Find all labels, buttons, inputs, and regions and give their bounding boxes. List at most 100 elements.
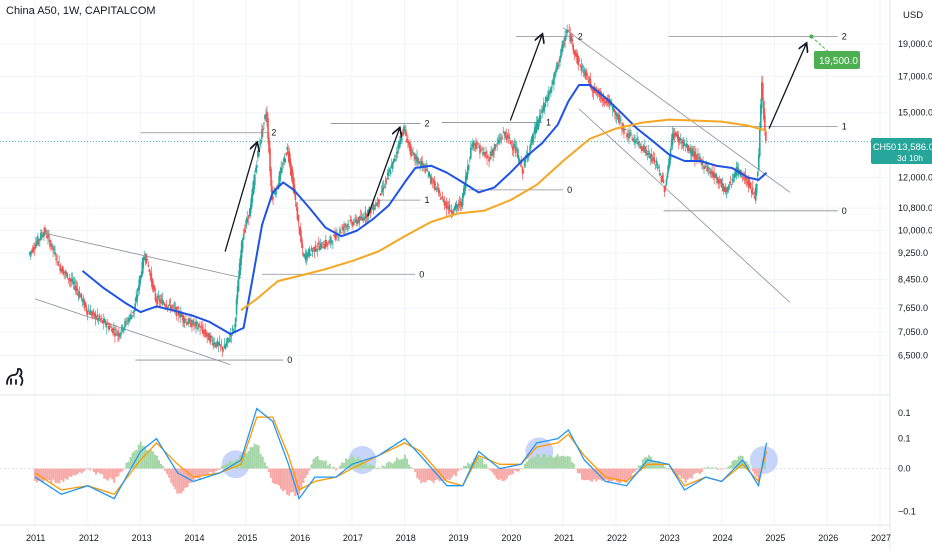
candle-body xyxy=(644,147,647,150)
candle-body xyxy=(278,175,280,185)
histogram-bar xyxy=(546,457,549,469)
histogram-bar xyxy=(704,468,707,469)
candle-body xyxy=(682,142,685,147)
candle-body xyxy=(634,140,636,143)
histogram-bar xyxy=(686,468,689,480)
histogram-bar xyxy=(137,444,140,469)
histogram-bar xyxy=(755,468,758,477)
candle-body xyxy=(699,156,701,160)
histogram-bar xyxy=(78,468,81,473)
price-axis[interactable]: 19,000.0 17,000.0 15,000.0 12,000.0 10,800.0… xyxy=(898,39,932,360)
candle-body xyxy=(503,132,506,135)
histogram-bar xyxy=(164,468,167,471)
candle-body xyxy=(303,254,306,257)
x-tick-label: 2014 xyxy=(184,533,204,543)
candle-body xyxy=(339,228,341,233)
histogram-bar xyxy=(747,464,750,469)
histogram-bar xyxy=(322,461,325,469)
candle-body xyxy=(736,167,739,171)
candle-body xyxy=(325,240,327,247)
histogram-bar xyxy=(741,456,744,469)
histogram-bar xyxy=(611,468,614,482)
candle-body xyxy=(446,205,449,207)
candle-body xyxy=(68,278,71,280)
candle-body xyxy=(636,138,638,140)
candle-body xyxy=(697,154,699,155)
histogram-bar xyxy=(84,468,87,470)
histogram-bar xyxy=(200,468,203,476)
candle-body xyxy=(84,302,87,307)
candle-body xyxy=(684,145,687,147)
histogram-bar xyxy=(198,468,201,481)
candle-body xyxy=(371,208,374,210)
time-axis[interactable]: 2011 2012 2013 2014 2015 2016 2017 2018 2019 2020… xyxy=(26,533,891,543)
histogram-bar xyxy=(721,468,724,470)
candle-body xyxy=(174,307,177,311)
histogram-bar xyxy=(111,468,114,480)
candle-body xyxy=(105,326,108,328)
candle-body xyxy=(402,131,404,136)
histogram-bar xyxy=(515,468,518,472)
candle-body xyxy=(362,217,365,221)
candle-body xyxy=(91,311,94,315)
candle-body xyxy=(459,202,462,206)
candle-body xyxy=(29,251,32,254)
histogram-bar xyxy=(113,468,116,483)
candle-body xyxy=(182,314,184,321)
candle-body xyxy=(103,320,106,324)
histogram-bar xyxy=(294,468,297,497)
candle-body xyxy=(318,246,321,251)
candle-body xyxy=(426,169,429,172)
candle-body xyxy=(599,92,602,99)
candle-body xyxy=(36,241,38,245)
candle-body xyxy=(549,91,551,93)
histogram-bar xyxy=(397,459,400,469)
histogram-bar xyxy=(304,468,307,478)
histogram-bar xyxy=(438,468,441,482)
candle-body xyxy=(181,315,183,317)
candle-body xyxy=(445,202,448,209)
histogram-bar xyxy=(406,458,409,469)
histogram-bar xyxy=(275,468,278,485)
candle-body xyxy=(427,175,430,177)
candle-body xyxy=(408,141,410,145)
candle-body xyxy=(72,282,75,284)
candle-body xyxy=(59,264,61,271)
candle-body xyxy=(589,78,592,87)
candle-body xyxy=(515,148,518,151)
candle-body xyxy=(315,249,318,251)
histogram-bar xyxy=(737,456,740,469)
candle-body xyxy=(101,320,104,323)
candle-body xyxy=(302,254,305,257)
candle-body xyxy=(741,176,744,178)
x-tick-label: 2022 xyxy=(607,533,627,543)
candle-body xyxy=(546,99,548,102)
candle-body xyxy=(411,150,413,152)
price-badge-countdown: 3d 10h xyxy=(897,153,923,163)
candle-body xyxy=(90,312,93,316)
candle-body xyxy=(240,241,243,259)
histogram-bar xyxy=(330,467,333,469)
candle-body xyxy=(532,135,535,140)
candle-body xyxy=(365,214,368,219)
histogram-bar xyxy=(377,467,380,469)
histogram-bar xyxy=(660,464,663,469)
candle-body xyxy=(643,145,646,152)
candle-body xyxy=(719,179,722,183)
histogram-bar xyxy=(544,454,547,469)
histogram-bar xyxy=(434,468,437,481)
histogram-bar xyxy=(204,468,207,476)
histogram-bar xyxy=(499,468,502,480)
histogram-bar xyxy=(454,468,457,477)
candle-body xyxy=(434,183,437,186)
histogram-bar xyxy=(528,460,531,469)
histogram-bar xyxy=(487,468,490,470)
candle-body xyxy=(726,188,729,193)
candle-body xyxy=(177,310,180,316)
candle-body xyxy=(124,321,126,327)
histogram-bar xyxy=(489,468,492,471)
histogram-bar xyxy=(145,449,148,469)
histogram-bar xyxy=(684,468,687,483)
